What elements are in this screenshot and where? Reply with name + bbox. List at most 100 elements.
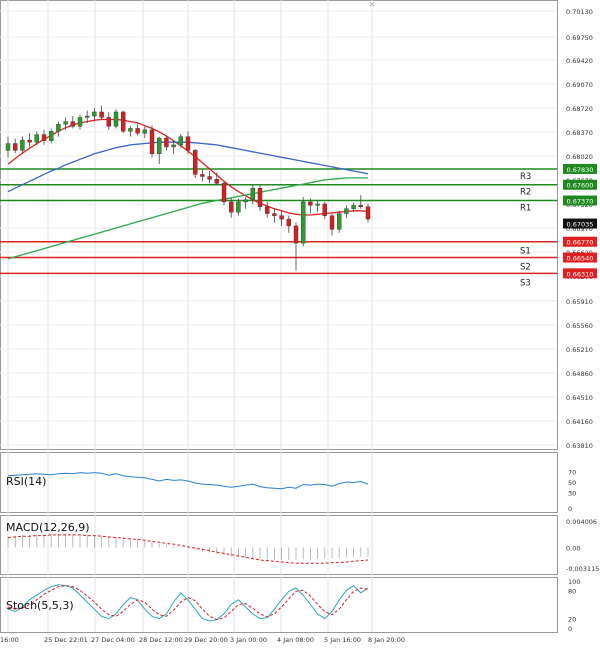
price-tick-label: 0.64510 (566, 394, 593, 402)
candle-body (192, 150, 198, 175)
candle-body (207, 176, 212, 180)
candle-body (99, 111, 104, 118)
level-price-label: 0.67370 (567, 198, 594, 206)
candle-body (365, 206, 371, 220)
candle-body (20, 139, 25, 151)
stoch-tick-label: 0 (568, 625, 572, 633)
stoch-d-line (7, 585, 369, 621)
macd-tick-label: 0.00 (566, 544, 580, 552)
candle-body (92, 111, 97, 117)
macd-label: MACD(12,26,9) (6, 521, 90, 534)
level-label-r2: R2 (520, 188, 531, 198)
candle-body (34, 134, 39, 143)
candle-body (293, 225, 299, 244)
macd-tick-label: -0.003115 (566, 565, 599, 573)
candle-body (337, 213, 342, 230)
candle-body (236, 201, 241, 213)
moving-average-line (7, 177, 368, 260)
candle-body (228, 201, 234, 213)
candle-body (301, 201, 306, 244)
x-tick-label: 5 Jan 16:00 (324, 636, 361, 644)
candle-body (113, 111, 119, 127)
rsi-line (7, 472, 369, 490)
x-tick-label: 25 Dec 22:01 (44, 636, 88, 644)
candle-body (70, 121, 76, 127)
level-price-tag (563, 163, 597, 174)
candle-body (156, 137, 162, 155)
x-tick-label: 8 Jan 20:00 (368, 636, 405, 644)
candle-body (164, 137, 169, 148)
rsi-tick-label: 0 (568, 505, 572, 513)
candle-body (171, 144, 176, 148)
level-price-tag (563, 252, 597, 263)
candle-body (308, 201, 313, 206)
candle-body (279, 215, 284, 220)
rsi-label: RSI(14) (6, 475, 46, 488)
price-tick-label: 0.63810 (566, 442, 593, 450)
level-label-s2: S2 (520, 263, 531, 273)
candle-body (56, 124, 61, 132)
price-pane (0, 0, 558, 450)
candle-body (200, 174, 205, 177)
level-label-s3: S3 (520, 278, 531, 288)
candle-body (77, 117, 83, 127)
price-tick-label: 0.65910 (566, 298, 593, 306)
macd-signal-line (7, 534, 369, 564)
stoch-label: Stoch(5,5,3) (6, 599, 74, 612)
price-tick-label: 0.66970 (566, 225, 593, 233)
level-price-tag (563, 195, 597, 206)
candle-body (243, 199, 248, 203)
x-tick-label: 28 Dec 12:00 (139, 636, 183, 644)
candle-body (344, 208, 349, 214)
level-price-label: 0.67830 (567, 166, 594, 174)
x-tick-label: 3 Jan 00:00 (230, 636, 267, 644)
price-tick-label: 0.70130 (566, 8, 593, 16)
candle-body (250, 187, 256, 201)
rsi-pane (0, 452, 558, 513)
price-tick-label: 0.68370 (566, 129, 593, 137)
stoch-tick-label: 20 (568, 616, 576, 624)
candle-body (5, 143, 11, 151)
rsi-tick-label: 30 (568, 489, 576, 497)
candle-body (106, 117, 112, 127)
level-price-tag (563, 268, 597, 279)
stoch-pane (0, 577, 558, 633)
x-tick-label: 16:00 (0, 636, 19, 644)
x-tick-label: 27 Dec 04:00 (91, 636, 135, 644)
level-label-r3: R3 (520, 172, 531, 182)
price-tick-label: 0.69070 (566, 81, 593, 89)
candle-body (27, 139, 32, 143)
candle-body (272, 213, 277, 216)
x-tick-label: 29 Dec 20:00 (184, 636, 228, 644)
candle-body (358, 205, 363, 207)
candle-body (185, 136, 191, 151)
stoch-tick-label: 80 (568, 587, 576, 595)
candle-body (149, 129, 155, 155)
candle-body (329, 215, 335, 230)
price-tick-label: 0.64160 (566, 418, 593, 426)
candle-body (128, 128, 133, 132)
candle-body (265, 206, 270, 214)
candle-body (12, 143, 18, 151)
x-tick-label: 4 Jan 08:00 (277, 636, 314, 644)
candle-body (142, 129, 148, 134)
candle-body (84, 115, 90, 118)
candle-body (286, 218, 291, 227)
level-label-s1: S1 (520, 247, 531, 257)
level-label-r1: R1 (520, 204, 531, 214)
candle-body (178, 136, 184, 146)
level-price-label: 0.66310 (567, 270, 594, 278)
price-tick-label: 0.65560 (566, 322, 593, 330)
level-price-label: 0.66770 (567, 239, 594, 247)
candle-body (214, 179, 220, 184)
rsi-tick-label: 70 (568, 469, 576, 477)
level-price-label: 0.66540 (567, 255, 594, 263)
candle-body (322, 203, 327, 216)
candle-body (221, 183, 227, 203)
candle-body (41, 134, 47, 141)
price-tick-label: 0.69420 (566, 57, 593, 65)
price-tick-label: 0.65210 (566, 346, 593, 354)
level-price-tag (563, 236, 597, 247)
